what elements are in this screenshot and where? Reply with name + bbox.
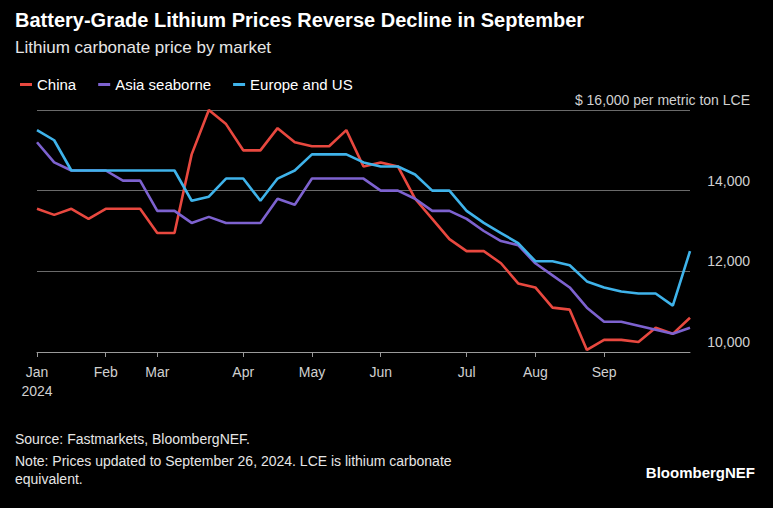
svg-text:Note: Prices updated to Septem: Note: Prices updated to September 26, 20… <box>15 453 455 469</box>
svg-text:10,000: 10,000 <box>707 334 750 350</box>
svg-text:Lithium carbonate price by mar: Lithium carbonate price by market <box>15 38 271 57</box>
svg-text:Mar: Mar <box>145 364 169 380</box>
svg-text:BloombergNEF: BloombergNEF <box>646 464 755 481</box>
svg-text:Jun: Jun <box>369 364 392 380</box>
svg-text:Source: Fastmarkets, Bloomberg: Source: Fastmarkets, BloombergNEF. <box>15 431 250 447</box>
svg-text:Asia seaborne: Asia seaborne <box>115 76 211 93</box>
svg-text:China: China <box>37 76 77 93</box>
svg-text:Aug: Aug <box>523 364 548 380</box>
svg-text:$ 16,000 per metric ton LCE: $ 16,000 per metric ton LCE <box>575 92 750 108</box>
svg-text:Feb: Feb <box>94 364 118 380</box>
svg-text:Jan: Jan <box>26 364 49 380</box>
svg-text:Sep: Sep <box>592 364 617 380</box>
svg-text:14,000: 14,000 <box>707 173 750 189</box>
svg-text:Battery-Grade Lithium Prices R: Battery-Grade Lithium Prices Reverse Dec… <box>15 9 584 31</box>
svg-text:12,000: 12,000 <box>707 253 750 269</box>
svg-text:equivalent.: equivalent. <box>15 471 83 487</box>
svg-text:Apr: Apr <box>232 364 254 380</box>
svg-text:May: May <box>299 364 325 380</box>
svg-text:Jul: Jul <box>458 364 476 380</box>
svg-text:Europe and US: Europe and US <box>250 76 353 93</box>
svg-text:2024: 2024 <box>21 383 52 399</box>
